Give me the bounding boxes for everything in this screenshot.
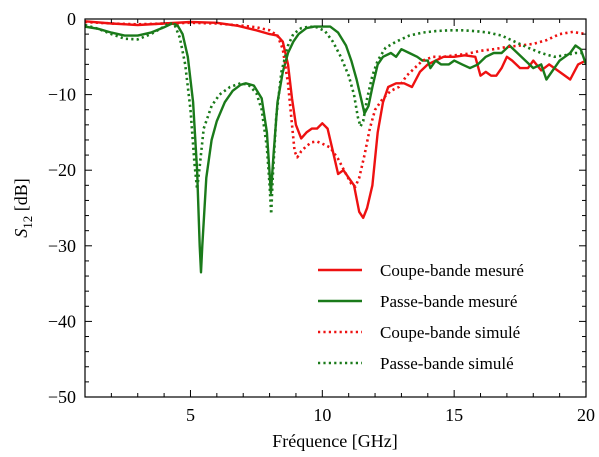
- series-line-2: [85, 20, 586, 189]
- ticks-layer: [84, 18, 587, 398]
- y-axis-label: S12 [dB]: [11, 178, 35, 238]
- y-axis-label-unit: [dB]: [11, 178, 31, 216]
- legend-label-2: Coupe-bande simulé: [380, 323, 520, 342]
- series-line-1: [85, 22, 586, 274]
- plot-frame: [84, 18, 587, 398]
- series-line-3: [85, 21, 586, 216]
- legend-label-1: Passe-bande mesuré: [380, 292, 517, 311]
- x-tick-label: 15: [445, 405, 463, 425]
- x-axis-label: Fréquence [GHz]: [272, 431, 397, 451]
- series-layer: [85, 20, 586, 274]
- x-tick-label: 20: [577, 405, 595, 425]
- y-tick-label: 0: [67, 9, 76, 29]
- tick-labels: 5 10 15 20 0 −10 −20 −30 −40 −50: [48, 9, 595, 425]
- y-tick-label: −40: [48, 311, 76, 331]
- legend-label-0: Coupe-bande mesuré: [380, 261, 524, 280]
- y-tick-label: −30: [48, 236, 76, 256]
- series-line-0: [85, 20, 586, 219]
- y-axis-label-main: S: [11, 229, 31, 238]
- y-tick-label: −10: [48, 85, 76, 105]
- y-tick-label: −50: [48, 387, 76, 407]
- y-axis-label-sub: 12: [20, 216, 35, 229]
- x-tick-label: 10: [313, 405, 331, 425]
- legend: Coupe-bande mesuré Passe-bande mesuré Coup…: [318, 261, 524, 373]
- x-tick-label: 5: [186, 405, 195, 425]
- y-tick-label: −20: [48, 160, 76, 180]
- legend-label-3: Passe-bande simulé: [380, 354, 514, 373]
